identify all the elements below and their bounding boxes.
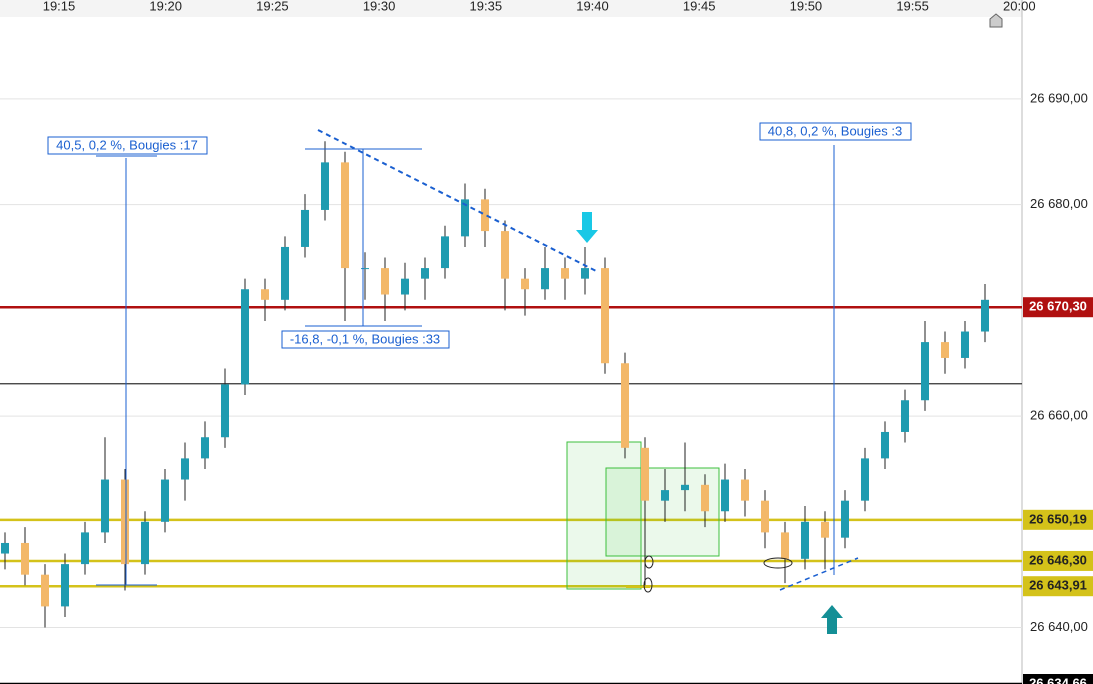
marker (763, 557, 793, 569)
candle-body (661, 490, 669, 501)
candle-body (161, 479, 169, 522)
drawings (47, 122, 912, 591)
candle-body (1, 542, 9, 554)
candle-body (341, 162, 349, 269)
candle-body (321, 162, 329, 210)
candle-body (781, 532, 789, 559)
annotation: 40,5, 0,2 %, Bougies :17 (56, 137, 198, 152)
annotation-box (47, 136, 208, 155)
candle-body (141, 521, 149, 565)
candle-body (941, 342, 949, 358)
y-tick-label: 26 660,00 (1030, 408, 1088, 423)
annotation-box (281, 330, 450, 349)
trendline (317, 129, 599, 273)
candle-body (201, 437, 209, 459)
candle-body (181, 458, 189, 480)
candle-body (701, 484, 709, 512)
candle-body (581, 268, 589, 279)
price-tag (1023, 297, 1093, 318)
annotation: 40,8, 0,2 %, Bougies :3 (768, 123, 902, 138)
candle-body (261, 289, 269, 300)
candle-body (541, 268, 549, 290)
candle-body (121, 479, 129, 565)
price-tag (1023, 674, 1093, 684)
price-tag-label: 26 643,91 (1029, 578, 1087, 593)
x-tick-label: 19:35 (470, 0, 503, 13)
candle-body (861, 458, 869, 501)
candle-body (841, 500, 849, 538)
annotation-box (759, 122, 912, 141)
candle-body (381, 268, 389, 295)
candle-body (901, 400, 909, 432)
x-tick-label: 19:40 (576, 0, 609, 13)
candle-body (761, 500, 769, 533)
y-tick-label: 26 690,00 (1030, 90, 1088, 105)
annotation: -16,8, -0,1 %, Bougies :33 (290, 331, 440, 346)
price-tag (1023, 509, 1093, 530)
candle-body (81, 532, 89, 565)
candle-body (301, 209, 309, 247)
candle-body (461, 199, 469, 237)
grid: 26 640,00 26 660,00 26 680,00 26 690,00 (0, 90, 1088, 634)
x-tick-label: 19:25 (256, 0, 289, 13)
x-tick-label: 19:30 (363, 0, 396, 13)
candle-body (401, 278, 409, 295)
candle-body (101, 479, 109, 533)
arrow-up (821, 605, 843, 634)
candle-body (561, 268, 569, 279)
y-tick-label: 26 680,00 (1030, 196, 1088, 211)
levels (0, 305, 1022, 684)
candle-body (681, 484, 689, 491)
y-tick-label: 26 640,00 (1030, 619, 1088, 634)
x-tick-label: 19:45 (683, 0, 716, 13)
price-tag-label: 26 650,19 (1029, 511, 1087, 526)
candle-body (801, 521, 809, 559)
price-tag-label: 26 670,30 (1029, 299, 1087, 314)
candle-body (521, 278, 529, 290)
marker (644, 555, 654, 569)
x-tick-label: 19:50 (790, 0, 823, 13)
candle-body (221, 384, 229, 438)
candle-body (921, 342, 929, 401)
candle-body (241, 289, 249, 385)
candle-body (501, 231, 509, 279)
candle-body (741, 479, 749, 501)
price-tag-label: 26 646,30 (1029, 552, 1087, 567)
price-tag (1023, 550, 1093, 571)
candle-body (641, 447, 649, 501)
candle-body (821, 521, 829, 538)
x-tick-label: 19:55 (896, 0, 929, 13)
x-tick-label: 20:00 (1003, 0, 1036, 13)
candle-body (481, 199, 489, 232)
price-tags: 26 670,30 26 650,19 26 646,30 26 643,91 26 6… (1023, 297, 1093, 684)
candle-body (41, 574, 49, 607)
candles (1, 141, 989, 628)
candle-body (981, 299, 989, 332)
price-tag (1023, 576, 1093, 597)
marker (643, 577, 653, 593)
candle-body (721, 479, 729, 512)
candle-body (961, 331, 969, 358)
x-tick-label: 19:15 (43, 0, 76, 13)
candle-body (281, 246, 289, 300)
zone-box (566, 441, 642, 590)
candle-body (441, 236, 449, 269)
candle-body (21, 542, 29, 575)
arrow-down (576, 212, 598, 243)
candle-body (881, 431, 889, 459)
plot-area (0, 0, 1022, 684)
x-tick-label: 19:20 (149, 0, 182, 13)
price-tag-label: 26 634,66 (1029, 675, 1087, 684)
home-icon (989, 13, 1003, 28)
time-strip (0, 0, 1022, 17)
candle-body (621, 363, 629, 448)
candle-body (361, 268, 369, 270)
zone-box (605, 467, 720, 557)
candle-body (601, 268, 609, 364)
candle-body (61, 564, 69, 607)
candle-body (421, 268, 429, 279)
time-axis: 19:15 19:20 19:25 19:30 19:35 19:40 19:45 19:50… (43, 0, 1036, 13)
